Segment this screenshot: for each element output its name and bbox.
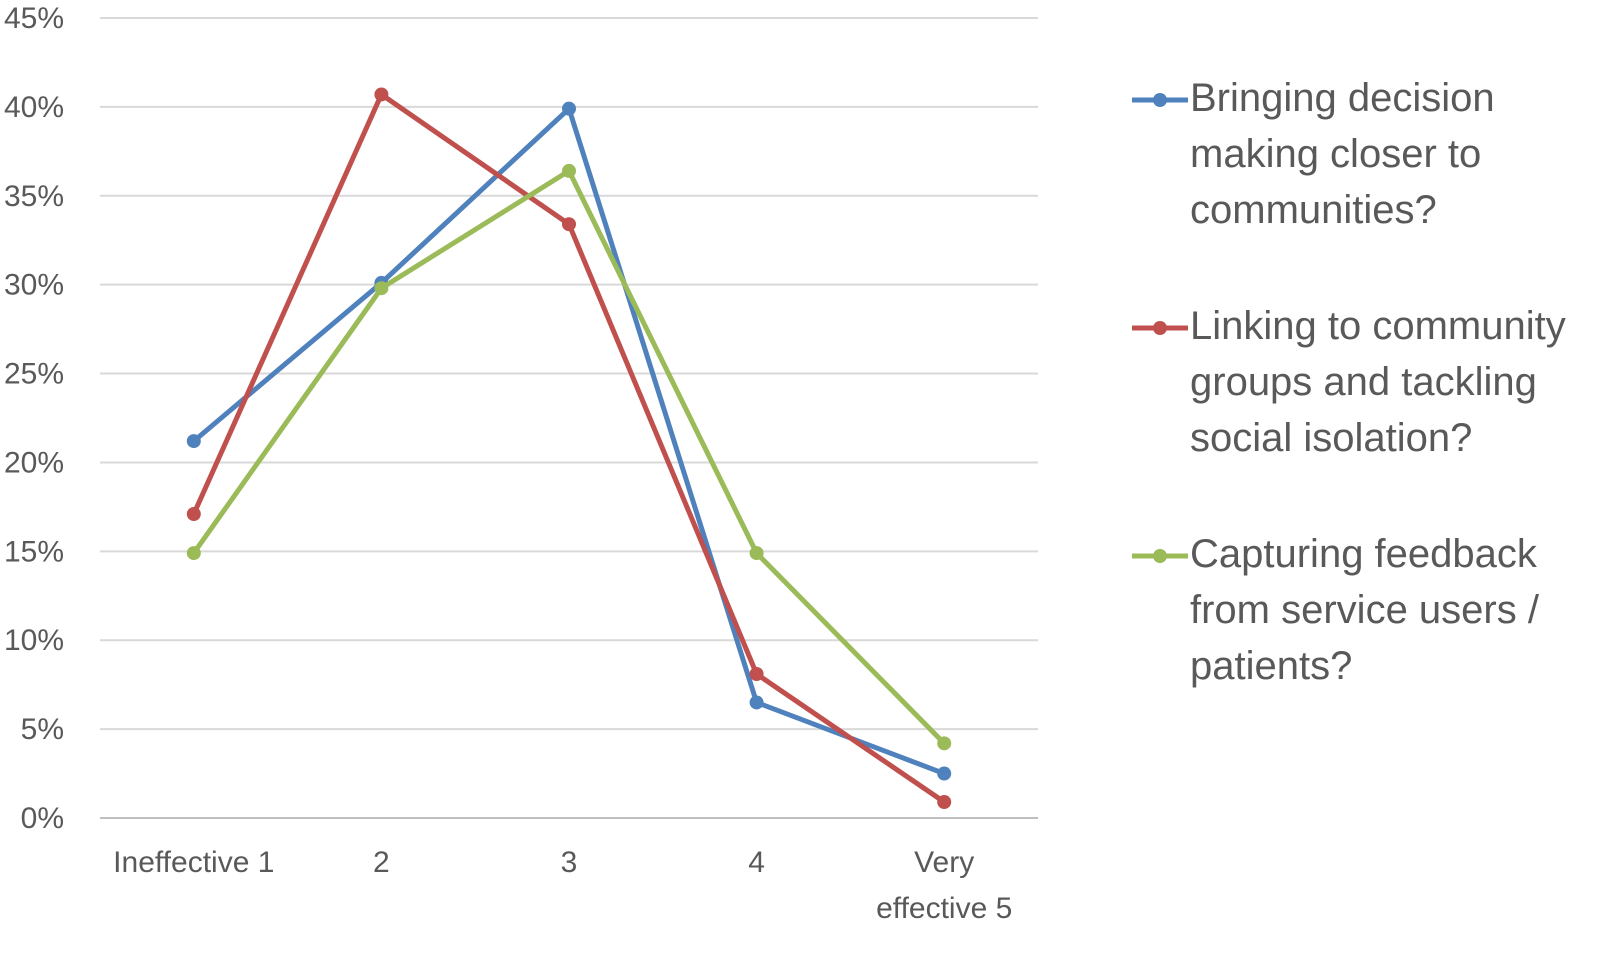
legend-swatch-3 <box>1130 526 1190 584</box>
data-point-s3-2 <box>374 281 388 295</box>
x-axis-tick-labels: Ineffective 1 2 3 4 Very effective 5 <box>113 846 1012 925</box>
data-point-s2-5 <box>937 795 951 809</box>
legend-item-1: Bringing decision making closer to communi… <box>1130 70 1610 238</box>
series-3 <box>187 164 951 750</box>
y-axis-tick-labels: 0% 5% 10% 15% 20% 25% 30% 35% 40% 45% <box>4 2 64 835</box>
x-tick-label-5: Very effective 5 <box>876 846 1012 925</box>
y-tick-label-5: 5% <box>21 713 64 746</box>
y-tick-label-25: 25% <box>4 358 64 391</box>
legend-item-2: Linking to community groups and tackling s… <box>1130 298 1610 466</box>
series-line-2 <box>194 94 944 802</box>
data-point-s3-4 <box>750 546 764 560</box>
data-point-s2-1 <box>187 507 201 521</box>
legend-item-3: Capturing feedback from service users / pa… <box>1130 526 1610 694</box>
data-point-s3-5 <box>937 736 951 750</box>
legend-label-2: Linking to community groups and tackling s… <box>1190 298 1600 466</box>
data-point-s1-4 <box>750 695 764 709</box>
x-tick-label-1: Ineffective 1 <box>113 846 274 879</box>
data-point-s1-1 <box>187 434 201 448</box>
x-tick-label-2: 2 <box>373 846 390 879</box>
y-tick-label-45: 45% <box>4 2 64 35</box>
y-tick-label-15: 15% <box>4 535 64 568</box>
y-tick-label-10: 10% <box>4 624 64 657</box>
data-point-s3-1 <box>187 546 201 560</box>
legend: Bringing decision making closer to communi… <box>1130 70 1610 754</box>
x-tick-label-3: 3 <box>561 846 578 879</box>
data-point-s2-3 <box>562 217 576 231</box>
legend-label-3: Capturing feedback from service users / pa… <box>1190 526 1600 694</box>
series-line-1 <box>194 109 944 774</box>
series-1 <box>187 102 951 781</box>
data-point-s3-3 <box>562 164 576 178</box>
y-tick-label-30: 30% <box>4 269 64 302</box>
legend-label-1: Bringing decision making closer to communi… <box>1190 70 1600 238</box>
data-point-s2-2 <box>374 87 388 101</box>
legend-swatch-1 <box>1130 70 1190 128</box>
data-point-s1-5 <box>937 767 951 781</box>
data-point-s1-3 <box>562 102 576 116</box>
x-tick-label-4: 4 <box>748 846 765 879</box>
y-tick-label-35: 35% <box>4 180 64 213</box>
y-tick-label-20: 20% <box>4 446 64 479</box>
data-point-s2-4 <box>750 667 764 681</box>
y-tick-label-40: 40% <box>4 91 64 124</box>
y-tick-label-0: 0% <box>21 802 64 835</box>
legend-swatch-2 <box>1130 298 1190 356</box>
